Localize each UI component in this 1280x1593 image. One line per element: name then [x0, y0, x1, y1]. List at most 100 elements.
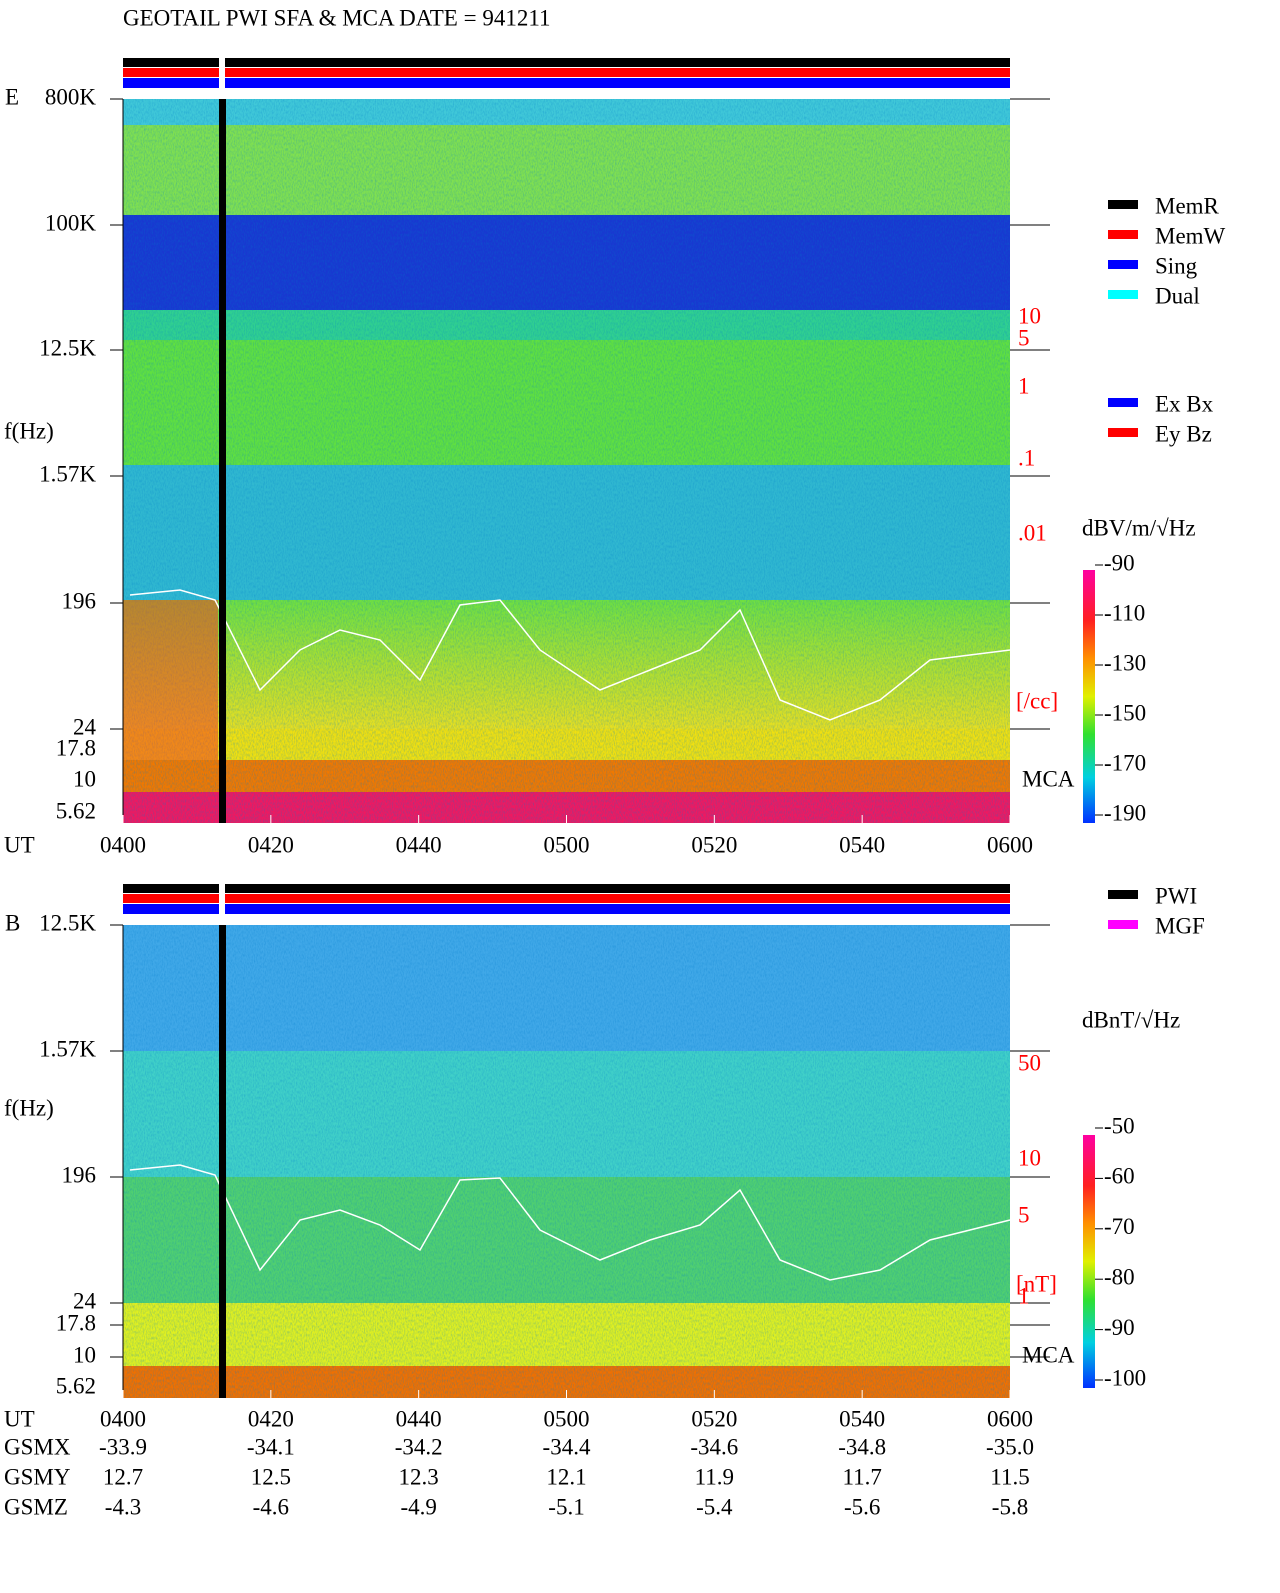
y-tick-label: 24	[73, 1288, 97, 1313]
orbit-value: -33.9	[99, 1434, 147, 1459]
data-gap	[219, 99, 226, 823]
status-mark	[219, 58, 225, 88]
y-tick-label: 5.62	[56, 798, 96, 823]
legend-swatch	[1108, 200, 1138, 209]
panel-label: E	[5, 84, 19, 109]
orbit-value: -34.6	[690, 1434, 738, 1459]
scale-tick-label: 5	[1018, 325, 1030, 350]
orbit-value: -5.1	[548, 1494, 584, 1519]
x-tick-label: 0500	[544, 1406, 590, 1431]
orbit-value: -5.6	[844, 1494, 880, 1519]
orbit-value: 11.7	[842, 1464, 881, 1489]
colorbar-unit: dBnT/√Hz	[1082, 1007, 1180, 1032]
legend-swatch	[1108, 890, 1138, 899]
orbit-label: GSMX	[4, 1434, 71, 1459]
y-axis-label: f(Hz)	[4, 1095, 54, 1120]
status-mark	[219, 884, 225, 914]
status-bar	[123, 904, 1010, 914]
colorbar-tick-label: -100	[1104, 1365, 1146, 1390]
scale-tick-label: .01	[1018, 520, 1047, 545]
y-tick-label: 100K	[45, 210, 97, 235]
orbit-value: 12.1	[546, 1464, 586, 1489]
y-tick-label: 17.8	[56, 1310, 96, 1335]
x-tick-label: 0600	[987, 1406, 1033, 1431]
scale-tick-label: 1	[1018, 373, 1030, 398]
colorbar-tick-label: -170	[1104, 750, 1146, 775]
orbit-value: 12.3	[399, 1464, 439, 1489]
x-tick-label: 0420	[248, 832, 294, 857]
status-bar	[123, 78, 1010, 88]
title: GEOTAIL PWI SFA & MCA DATE = 941211	[123, 5, 550, 30]
mca-label: MCA	[1022, 766, 1075, 791]
scale-tick-label: 10	[1018, 1145, 1041, 1170]
orbit-value: -4.6	[253, 1494, 289, 1519]
legend-label: Sing	[1155, 253, 1198, 278]
orbit-value: -5.4	[696, 1494, 733, 1519]
mca-label: MCA	[1022, 1342, 1075, 1367]
orbit-value: -4.3	[105, 1494, 141, 1519]
x-tick-label: 0540	[839, 1406, 885, 1431]
legend-swatch	[1108, 230, 1138, 239]
x-tick-label: 0520	[691, 1406, 737, 1431]
x-tick-label: 0420	[248, 1406, 294, 1431]
y-tick-label: 12.5K	[39, 910, 96, 935]
colorbar-tick-label: -70	[1104, 1214, 1135, 1239]
legend-label: MGF	[1155, 913, 1205, 938]
legend-swatch	[1108, 428, 1138, 437]
orbit-value: -4.9	[400, 1494, 436, 1519]
legend-swatch	[1108, 290, 1138, 299]
panel-label: B	[5, 910, 20, 935]
orbit-value: -34.2	[395, 1434, 443, 1459]
orbit-value: 11.5	[990, 1464, 1029, 1489]
x-tick-label: 0540	[839, 832, 885, 857]
colorbar	[1083, 570, 1095, 823]
scale-tick-label: 10	[1018, 303, 1041, 328]
orbit-value: -5.8	[992, 1494, 1028, 1519]
colorbar-unit: dBV/m/√Hz	[1082, 515, 1196, 540]
legend-label: MemR	[1155, 193, 1220, 218]
y-tick-label: 196	[62, 1162, 97, 1187]
trace-line	[129, 589, 1011, 721]
scale-tick-label: 5	[1018, 1202, 1030, 1227]
legend-label: Ey Bz	[1155, 421, 1212, 446]
orbit-value: -34.1	[247, 1434, 295, 1459]
x-tick-label: 0600	[987, 832, 1033, 857]
x-tick-label: 0440	[396, 832, 442, 857]
scale-unit: [/cc]	[1016, 688, 1058, 713]
status-bar	[123, 58, 1010, 67]
time-label: UT	[4, 1406, 35, 1431]
x-tick-label: 0500	[544, 832, 590, 857]
data-gap	[219, 925, 226, 1398]
colorbar-tick-label: -110	[1104, 600, 1145, 625]
orbit-value: -34.4	[543, 1434, 591, 1459]
x-tick-label: 0400	[100, 1406, 146, 1431]
scale-tick-label: 1	[1018, 1283, 1030, 1308]
colorbar-tick-label: -150	[1104, 700, 1146, 725]
status-bar	[123, 894, 1010, 903]
y-tick-label: 10	[73, 766, 96, 791]
legend-label: MemW	[1155, 223, 1226, 248]
x-tick-label: 0440	[396, 1406, 442, 1431]
y-tick-label: 12.5K	[39, 335, 96, 360]
colorbar-tick-label: -50	[1104, 1113, 1135, 1138]
orbit-value: 12.5	[251, 1464, 291, 1489]
colorbar-tick-label: -190	[1104, 800, 1146, 825]
legend-swatch	[1108, 920, 1138, 929]
y-tick-label: 800K	[45, 84, 97, 109]
colorbar-tick-label: -60	[1104, 1164, 1135, 1189]
time-label: UT	[4, 832, 35, 857]
scale-unit: [nT]	[1016, 1271, 1057, 1296]
status-bar	[123, 884, 1010, 893]
y-tick-label: 1.57K	[39, 461, 96, 486]
trace-line	[129, 1164, 1011, 1281]
colorbar	[1083, 1135, 1095, 1388]
colorbar-tick-label: -130	[1104, 650, 1146, 675]
legend-swatch	[1108, 260, 1138, 269]
y-axis-label: f(Hz)	[4, 418, 54, 443]
orbit-label: GSMY	[4, 1464, 71, 1489]
x-tick-label: 0400	[100, 832, 146, 857]
y-tick-label: 24	[73, 714, 97, 739]
colorbar-tick-label: -90	[1104, 550, 1135, 575]
spectrogram-texture	[123, 925, 1010, 1398]
